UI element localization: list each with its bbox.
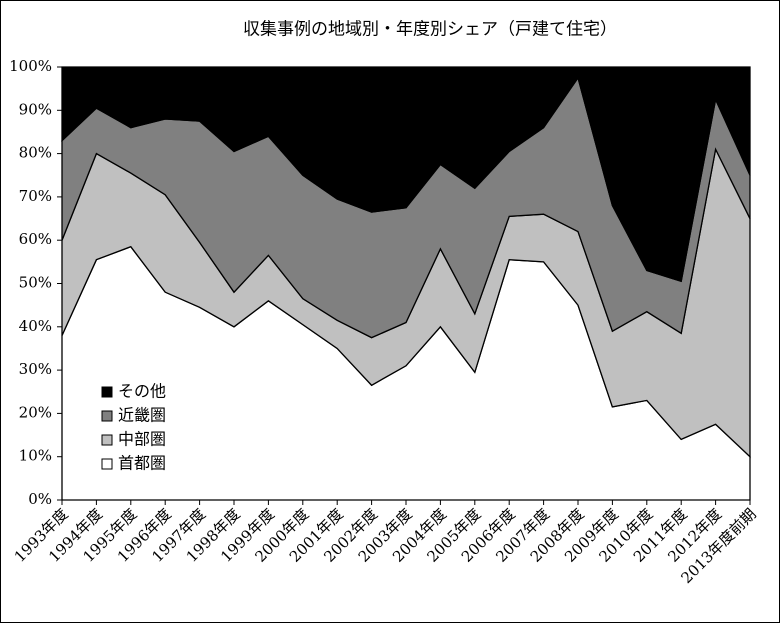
- legend-label: その他: [118, 382, 166, 401]
- y-tick-label: 30%: [19, 360, 52, 378]
- y-tick-label: 70%: [19, 187, 52, 205]
- y-tick-label: 40%: [19, 317, 52, 335]
- y-tick-label: 10%: [19, 447, 52, 465]
- y-tick-label: 50%: [19, 274, 52, 292]
- legend-label: 中部圏: [118, 430, 166, 449]
- y-tick-label: 80%: [19, 144, 52, 162]
- legend-swatch: [101, 386, 113, 398]
- y-tick-label: 60%: [19, 230, 52, 248]
- y-tick-label: 20%: [19, 403, 52, 421]
- chart-title: 収集事例の地域別・年度別シェア（戸建て住宅）: [243, 20, 617, 40]
- legend-label: 近畿圏: [118, 406, 166, 425]
- legend-swatch: [101, 410, 113, 422]
- y-tick-label: 0%: [28, 490, 52, 508]
- y-tick-label: 100%: [9, 57, 52, 75]
- legend-label: 首都圏: [118, 454, 166, 473]
- legend-swatch: [101, 434, 113, 446]
- legend-swatch: [101, 458, 113, 470]
- y-tick-label: 90%: [19, 100, 52, 118]
